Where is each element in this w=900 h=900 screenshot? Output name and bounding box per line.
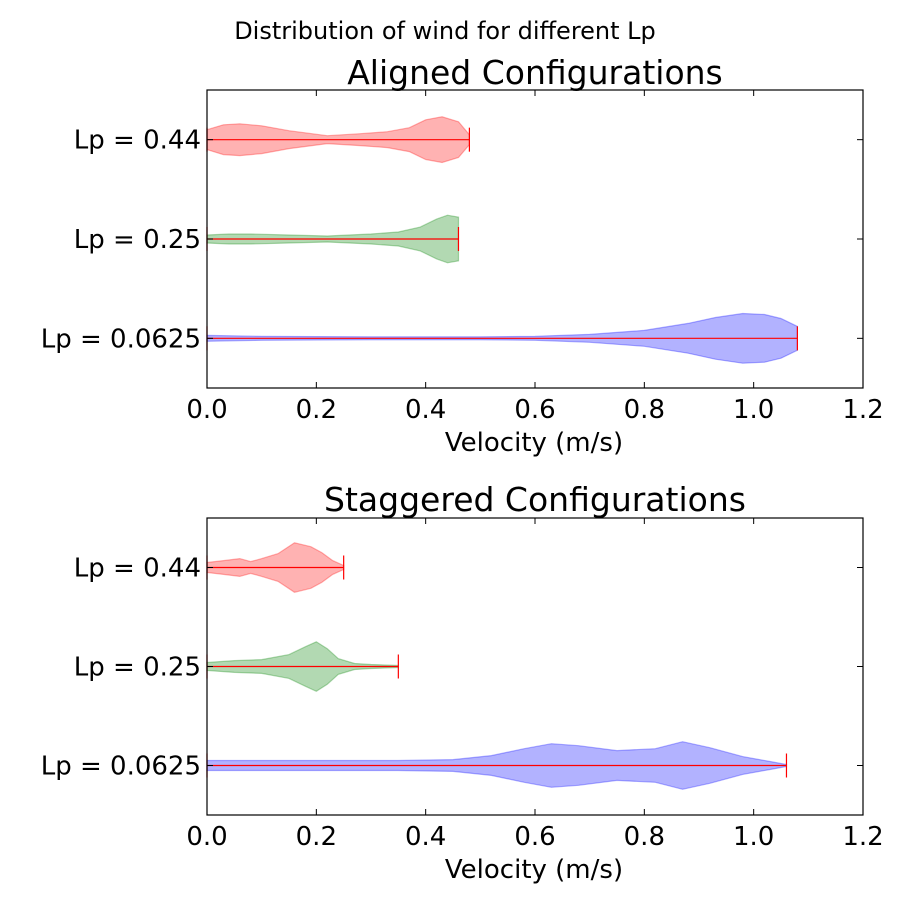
x-axis-label: Velocity (m/s) (445, 428, 623, 458)
x-tick-label: 0.8 (624, 822, 665, 852)
figure-title: Distribution of wind for different Lp (234, 17, 656, 45)
x-tick-label: 1.0 (733, 395, 774, 425)
panel-1: Aligned Configurations 0.0 0.2 0.4 0.6 0.8 1.0… (41, 53, 884, 458)
x-tick-label: 0.4 (405, 822, 446, 852)
y-tick-label: Lp = 0.0625 (41, 752, 201, 782)
panel-title: Staggered Configurations (324, 480, 746, 519)
y-tick-label: Lp = 0.25 (74, 653, 201, 683)
x-tick-label: 1.2 (842, 822, 883, 852)
x-tick-label: 0.0 (186, 822, 227, 852)
panel-title: Aligned Configurations (347, 53, 723, 92)
x-tick-label: 1.2 (842, 395, 883, 425)
x-tick-label: 0.0 (186, 395, 227, 425)
x-tick-label: 0.8 (624, 395, 665, 425)
y-tick-label: Lp = 0.0625 (41, 324, 201, 354)
panel-2: Staggered Configurations 0.0 0.2 0.4 0.6 0.8 1… (41, 480, 884, 885)
x-tick-label: 0.4 (405, 395, 446, 425)
y-tick-label: Lp = 0.25 (74, 225, 201, 255)
x-axis-label: Velocity (m/s) (445, 855, 623, 885)
x-tick-label: 0.2 (296, 822, 337, 852)
y-tick-label: Lp = 0.44 (74, 126, 201, 156)
y-tick-label: Lp = 0.44 (74, 554, 201, 584)
x-tick-label: 0.6 (514, 822, 555, 852)
x-tick-label: 0.6 (514, 395, 555, 425)
x-tick-label: 0.2 (296, 395, 337, 425)
x-tick-label: 1.0 (733, 822, 774, 852)
